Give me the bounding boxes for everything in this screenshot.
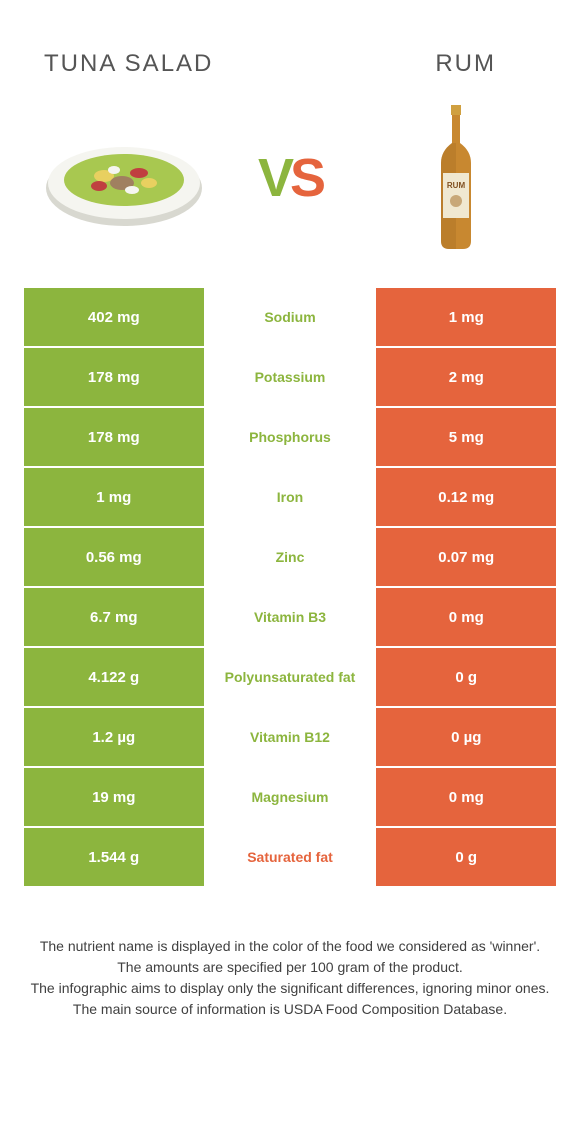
footer-line-1: The nutrient name is displayed in the co… [28,936,552,957]
table-row: 178 mgPotassium2 mg [24,348,556,406]
left-value-cell: 6.7 mg [24,588,204,646]
nutrient-label-cell: Potassium [206,348,375,406]
right-value-cell: 0 mg [376,588,556,646]
left-value-cell: 19 mg [24,768,204,826]
nutrient-label-cell: Zinc [206,528,375,586]
table-row: 1 mgIron0.12 mg [24,468,556,526]
left-value-cell: 0.56 mg [24,528,204,586]
left-value-cell: 178 mg [24,348,204,406]
table-row: 1.2 µgVitamin B120 µg [24,708,556,766]
nutrient-table: 402 mgSodium1 mg178 mgPotassium2 mg178 m… [24,288,556,886]
left-value-cell: 4.122 g [24,648,204,706]
images-row: VS RUM [34,98,546,258]
footer-line-2: The amounts are specified per 100 gram o… [28,957,552,978]
nutrient-label-cell: Saturated fat [206,828,375,886]
svg-text:RUM: RUM [447,181,466,190]
nutrient-label-cell: Sodium [206,288,375,346]
table-row: 4.122 gPolyunsaturated fat0 g [24,648,556,706]
right-value-cell: 0.12 mg [376,468,556,526]
footer-line-3: The infographic aims to display only the… [28,978,552,999]
table-row: 6.7 mgVitamin B30 mg [24,588,556,646]
nutrient-label-cell: Phosphorus [206,408,375,466]
table-row: 1.544 gSaturated fat0 g [24,828,556,886]
footer-line-4: The main source of information is USDA F… [28,999,552,1020]
right-value-cell: 0 mg [376,768,556,826]
left-value-cell: 1.544 g [24,828,204,886]
left-food-title: Tuna Salad [44,50,213,78]
nutrient-label-cell: Magnesium [206,768,375,826]
table-row: 402 mgSodium1 mg [24,288,556,346]
right-value-cell: 0 µg [376,708,556,766]
left-value-cell: 178 mg [24,408,204,466]
table-row: 0.56 mgZinc0.07 mg [24,528,556,586]
infographic-container: Tuna Salad Rum VS [0,0,580,1040]
table-row: 19 mgMagnesium0 mg [24,768,556,826]
vs-label: VS [258,147,322,209]
vs-v: V [258,148,290,208]
right-food-image: RUM [366,108,546,248]
right-value-cell: 1 mg [376,288,556,346]
left-food-image [34,108,214,248]
footer-text: The nutrient name is displayed in the co… [24,936,556,1020]
right-value-cell: 0 g [376,648,556,706]
left-value-cell: 402 mg [24,288,204,346]
nutrient-label-cell: Vitamin B12 [206,708,375,766]
header-titles: Tuna Salad Rum [44,50,536,78]
right-food-title: Rum [435,50,496,78]
nutrient-label-cell: Vitamin B3 [206,588,375,646]
table-row: 178 mgPhosphorus5 mg [24,408,556,466]
right-value-cell: 2 mg [376,348,556,406]
nutrient-label-cell: Iron [206,468,375,526]
vs-s: S [290,148,322,208]
nutrient-label-cell: Polyunsaturated fat [206,648,375,706]
right-value-cell: 0 g [376,828,556,886]
right-value-cell: 0.07 mg [376,528,556,586]
left-value-cell: 1.2 µg [24,708,204,766]
left-value-cell: 1 mg [24,468,204,526]
right-value-cell: 5 mg [376,408,556,466]
